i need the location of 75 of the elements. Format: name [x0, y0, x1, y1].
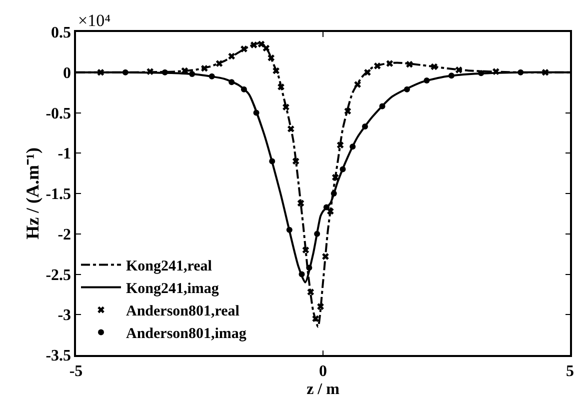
point — [306, 264, 312, 271]
y-tick-label: 0.5 — [51, 24, 72, 42]
point — [448, 72, 454, 79]
point — [478, 70, 484, 76]
point — [404, 86, 410, 92]
point — [362, 123, 368, 130]
point — [253, 110, 260, 116]
x-tick-label: 5 — [566, 362, 574, 380]
point — [208, 73, 215, 80]
point — [122, 69, 128, 76]
x-axis-title: z / m — [306, 381, 340, 398]
point — [336, 142, 344, 148]
point — [322, 253, 329, 260]
point — [424, 77, 430, 84]
point — [430, 63, 438, 70]
y-tick-label: -2.5 — [46, 266, 72, 284]
point — [364, 68, 371, 76]
point — [258, 40, 265, 48]
point — [240, 46, 248, 52]
point — [298, 271, 305, 278]
point — [201, 64, 208, 72]
point — [287, 126, 294, 132]
point — [332, 174, 339, 181]
legend-label: Anderson801,real — [126, 304, 240, 320]
x-tick-label: -5 — [69, 362, 83, 380]
y-tick-label: -0.5 — [46, 105, 72, 122]
point — [350, 144, 356, 150]
point — [262, 44, 270, 52]
point — [297, 200, 304, 207]
point — [344, 108, 352, 115]
point — [518, 69, 524, 76]
point — [323, 204, 330, 210]
legend-label: Kong241,imag — [126, 281, 220, 298]
y-tick-label: -3.5 — [46, 348, 72, 365]
point — [269, 158, 276, 164]
point — [268, 54, 275, 62]
point — [240, 86, 247, 92]
point — [250, 42, 258, 48]
point — [228, 79, 235, 86]
point — [542, 68, 549, 76]
legend-label: Kong241,real — [126, 258, 212, 275]
point — [327, 208, 334, 215]
x-tick-label: 0 — [319, 362, 327, 380]
point — [379, 103, 386, 110]
y-axis-title: Hz / (A.m⁻¹) — [22, 148, 42, 240]
point — [340, 166, 346, 172]
legend-label: Anderson801,imag — [126, 326, 247, 342]
point — [374, 62, 381, 70]
point — [286, 226, 292, 233]
point — [317, 303, 324, 310]
point — [492, 68, 500, 75]
y-tick-label: -1.5 — [46, 186, 72, 204]
point — [189, 70, 196, 77]
point — [228, 52, 236, 60]
point — [406, 60, 413, 68]
point — [282, 104, 290, 110]
point — [312, 315, 319, 322]
point — [302, 246, 310, 254]
text: ×10⁴ — [78, 11, 111, 30]
y-tick-label: -3 — [58, 307, 72, 324]
y-tick-label: -1 — [58, 146, 72, 163]
point — [330, 190, 337, 196]
point — [307, 288, 314, 296]
point — [292, 158, 300, 165]
y-tick-label: 0 — [63, 64, 72, 82]
point — [97, 68, 104, 76]
y-tick-label: -2 — [58, 226, 72, 244]
point — [386, 60, 394, 67]
point — [146, 68, 154, 75]
point — [314, 230, 320, 237]
point — [354, 81, 361, 88]
point — [162, 69, 168, 76]
point — [278, 84, 284, 90]
point — [455, 66, 462, 74]
point — [272, 67, 280, 74]
